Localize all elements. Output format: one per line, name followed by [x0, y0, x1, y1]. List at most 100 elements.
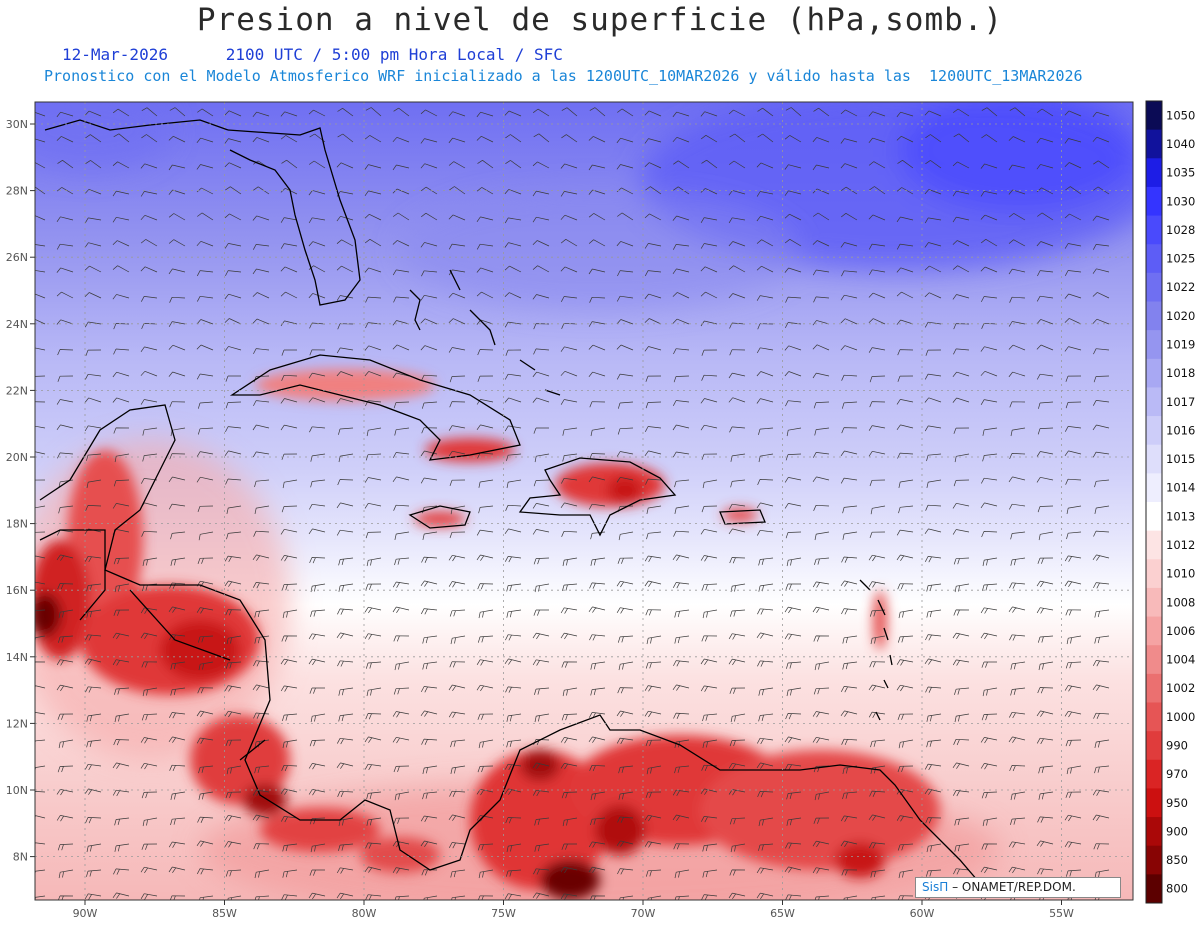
wind-barb	[280, 424, 298, 431]
wind-barb	[1008, 711, 1026, 719]
wind-barb	[728, 160, 746, 169]
wind-barb	[57, 160, 74, 169]
wind-barb	[450, 765, 466, 774]
wind-barb	[197, 505, 214, 513]
wind-barb	[1092, 136, 1110, 143]
wind-barb	[170, 687, 186, 696]
wind-barb	[897, 895, 914, 900]
wind-barb	[225, 869, 242, 877]
wind-barb	[420, 840, 438, 847]
wind-barb	[644, 426, 662, 432]
wind-barb	[224, 346, 242, 352]
wind-barb	[364, 345, 382, 351]
wind-barb	[758, 817, 774, 827]
colorbar-label: 1004	[1166, 653, 1195, 667]
wind-barb	[85, 817, 102, 824]
wind-barb	[141, 107, 158, 117]
wind-barb	[980, 477, 998, 484]
wind-barb	[588, 239, 606, 247]
colorbar-swatch	[1146, 473, 1162, 503]
wind-barb	[504, 425, 522, 432]
wind-barb	[1008, 136, 1026, 143]
wind-barb	[980, 266, 998, 273]
wind-barb	[813, 504, 830, 511]
wind-barb	[534, 817, 550, 826]
wind-barb	[199, 895, 214, 900]
wind-barb	[840, 294, 858, 301]
wind-barb	[840, 710, 858, 717]
wind-barb	[952, 190, 970, 197]
wind-barb	[112, 397, 130, 403]
wind-barb	[954, 687, 970, 696]
wind-barb	[673, 348, 690, 355]
colorbar-swatch	[1146, 186, 1162, 217]
wind-barb	[588, 344, 606, 351]
wind-barb	[477, 349, 494, 356]
wind-barb	[113, 348, 130, 355]
wind-barb	[1092, 400, 1110, 406]
wind-barb	[619, 895, 634, 900]
lon-label: 65W	[770, 907, 795, 920]
wind-barb	[421, 556, 438, 563]
wind-barb	[645, 869, 662, 877]
wind-barb	[616, 840, 634, 847]
colorbar-label: 1017	[1166, 395, 1195, 409]
wind-barb	[506, 739, 522, 748]
wind-barb	[308, 241, 326, 247]
wind-barb	[337, 790, 354, 798]
wind-barb	[952, 529, 970, 535]
wind-barb	[282, 843, 298, 852]
colorbar-label: 1015	[1166, 452, 1195, 466]
wind-barb	[504, 528, 522, 534]
wind-barb	[560, 346, 578, 352]
wind-barb	[476, 399, 494, 405]
wind-barb	[896, 267, 914, 273]
wind-barb	[282, 479, 298, 489]
wind-barb	[644, 243, 662, 249]
wind-barb	[646, 531, 662, 540]
wind-barb	[282, 739, 298, 749]
wind-barb	[336, 295, 354, 301]
wind-barb	[702, 713, 718, 722]
wind-barb	[840, 840, 858, 847]
wind-barb	[364, 606, 382, 614]
wind-barb	[84, 763, 102, 771]
wind-barb	[84, 425, 102, 432]
wind-barb	[252, 137, 270, 143]
wind-barb	[757, 133, 774, 143]
wind-barb	[112, 294, 130, 300]
wind-barb	[114, 583, 130, 593]
wind-barb	[392, 867, 410, 874]
wind-barb	[197, 401, 214, 409]
wind-barb	[1092, 244, 1110, 250]
wind-barb	[980, 163, 998, 169]
wind-barb	[1037, 868, 1054, 875]
wind-barb	[757, 660, 774, 667]
wind-barb	[364, 502, 382, 509]
colorbar-swatch	[1146, 158, 1162, 188]
wind-barb	[758, 557, 774, 566]
colorbar-label: 1025	[1166, 252, 1195, 266]
wind-barb	[308, 892, 326, 900]
wind-barb	[478, 609, 494, 619]
wind-barb	[112, 240, 130, 247]
wind-barb	[365, 842, 382, 849]
wind-barb	[56, 684, 74, 692]
wind-barb	[114, 687, 130, 695]
wind-barb	[952, 762, 970, 769]
wind-barb	[841, 401, 858, 409]
wind-barb	[616, 137, 634, 144]
wind-barb	[561, 713, 578, 721]
wind-barb	[897, 583, 914, 590]
wind-barb	[35, 270, 46, 273]
lat-label: 12N	[6, 717, 28, 730]
wind-barb	[252, 268, 270, 275]
wind-barb	[309, 687, 325, 694]
wind-barb	[224, 293, 242, 300]
wind-barb	[224, 110, 242, 117]
wind-barb	[589, 296, 606, 303]
wind-barb	[756, 502, 774, 509]
wind-barb	[85, 634, 102, 641]
wind-barb	[420, 450, 438, 457]
wind-barb	[953, 609, 970, 616]
